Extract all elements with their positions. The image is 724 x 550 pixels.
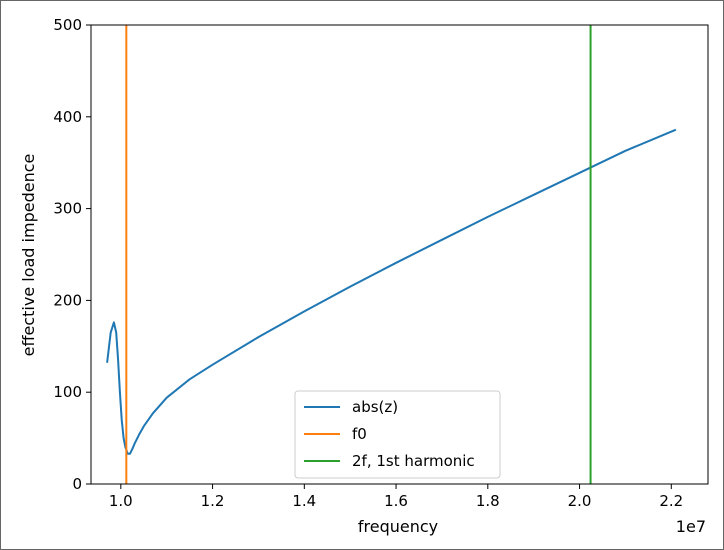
y-tick-label: 300 — [53, 200, 82, 218]
y-tick-label: 400 — [53, 108, 82, 126]
x-axis-label: frequency — [358, 517, 438, 536]
legend-box — [294, 390, 501, 479]
x-tick-label: 1.6 — [384, 492, 408, 510]
y-tick-label: 200 — [53, 291, 82, 309]
series-line-0 — [106, 128, 677, 455]
legend-label-f0: f0 — [352, 425, 367, 443]
plot-lines — [106, 25, 677, 484]
x-axis-ticks: 1.0 1.2 1.4 1.6 1.8 2.0 2.2 — [109, 484, 683, 510]
y-axis-label: effective load impedence — [19, 154, 38, 357]
x-axis-offset-label: 1e7 — [676, 517, 706, 536]
x-tick-label: 2.2 — [659, 492, 683, 510]
legend-label-abs-z: abs(z) — [352, 398, 398, 416]
y-tick-label: 0 — [72, 475, 82, 493]
y-tick-label: 100 — [53, 383, 82, 401]
x-tick-label: 1.2 — [201, 492, 225, 510]
x-tick-label: 1.8 — [476, 492, 500, 510]
x-tick-label: 1.4 — [292, 492, 316, 510]
y-tick-label: 500 — [53, 16, 82, 34]
y-axis-ticks: 0 100 200 300 400 500 — [53, 16, 91, 493]
legend: abs(z) f0 2f, 1st harmonic — [294, 390, 501, 479]
x-tick-label: 2.0 — [568, 492, 592, 510]
x-tick-label: 1.0 — [109, 492, 133, 510]
legend-label-2f: 2f, 1st harmonic — [352, 452, 475, 470]
plot-frame — [90, 24, 709, 485]
